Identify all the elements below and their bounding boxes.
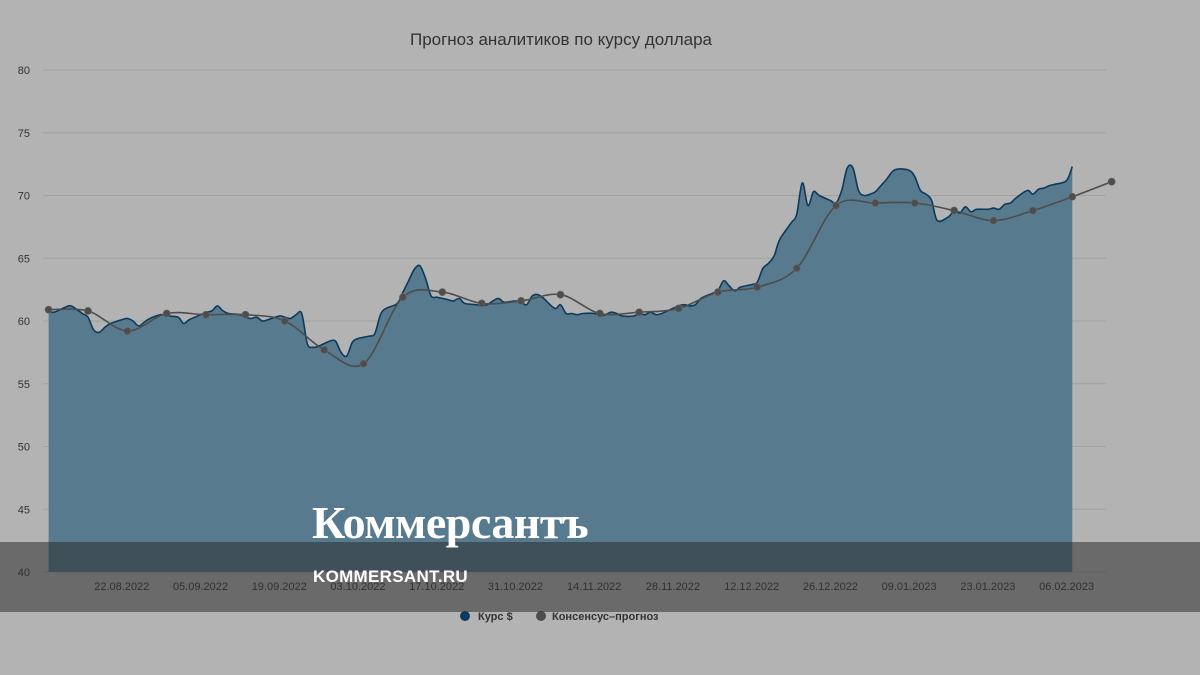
y-tick-label: 70	[18, 191, 30, 203]
series-line-point[interactable]	[320, 345, 329, 354]
series-line-point[interactable]	[674, 304, 683, 313]
y-axis: 404550556065707580	[18, 65, 30, 579]
series-line-point[interactable]	[556, 290, 565, 299]
series-area-group	[48, 164, 1074, 573]
legend-label[interactable]: Курс $	[478, 611, 513, 623]
series-area-fill	[48, 165, 1073, 573]
series-line-point[interactable]	[359, 359, 368, 368]
series-line-point[interactable]	[438, 288, 447, 297]
series-line-point[interactable]	[202, 310, 211, 319]
series-line-point[interactable]	[517, 297, 525, 305]
legend: Курс $ Консенсус–прогноз	[460, 611, 659, 623]
series-line-point[interactable]	[753, 283, 762, 292]
series-line-point[interactable]	[635, 308, 644, 317]
series-line-point[interactable]	[1068, 192, 1077, 201]
y-tick-label: 60	[18, 316, 30, 328]
series-line-point[interactable]	[595, 309, 604, 318]
legend-marker[interactable]	[536, 611, 546, 621]
series-line-point[interactable]	[44, 305, 53, 314]
series-line-point[interactable]	[280, 317, 289, 325]
series-area-line	[48, 164, 1074, 358]
chart-title: Прогноз аналитиков по курсу доллара	[410, 30, 713, 49]
legend-marker[interactable]	[460, 611, 470, 621]
series-line-point[interactable]	[162, 309, 171, 318]
series-line-point[interactable]	[910, 199, 919, 207]
series-line-point[interactable]	[123, 327, 132, 335]
series-line-point[interactable]	[84, 307, 92, 315]
brand-logo: Коммерсантъ	[312, 497, 589, 548]
series-line-point[interactable]	[871, 199, 880, 207]
series-line-point[interactable]	[1028, 206, 1037, 215]
series-line-point[interactable]	[832, 201, 840, 210]
y-tick-label: 45	[18, 504, 30, 516]
watermark-band	[0, 542, 1200, 612]
legend-label[interactable]: Консенсус–прогноз	[552, 611, 659, 623]
series-line-point[interactable]	[714, 288, 722, 297]
series-line-point[interactable]	[950, 206, 959, 215]
y-tick-label: 65	[18, 253, 30, 265]
series-line-point[interactable]	[399, 293, 407, 302]
y-tick-label: 55	[18, 379, 30, 391]
series-line-point[interactable]	[241, 310, 250, 319]
y-tick-label: 80	[18, 65, 30, 77]
series-line-point[interactable]	[792, 264, 801, 273]
series-line-point[interactable]	[477, 299, 486, 308]
series-line-point[interactable]	[989, 216, 998, 225]
series-line-path	[48, 180, 1112, 368]
y-tick-label: 75	[18, 128, 30, 140]
series-line-group	[44, 177, 1116, 368]
y-tick-label: 50	[18, 442, 30, 454]
brand-url: KOMMERSANT.RU	[313, 567, 469, 586]
series-line-point[interactable]	[1107, 177, 1116, 186]
